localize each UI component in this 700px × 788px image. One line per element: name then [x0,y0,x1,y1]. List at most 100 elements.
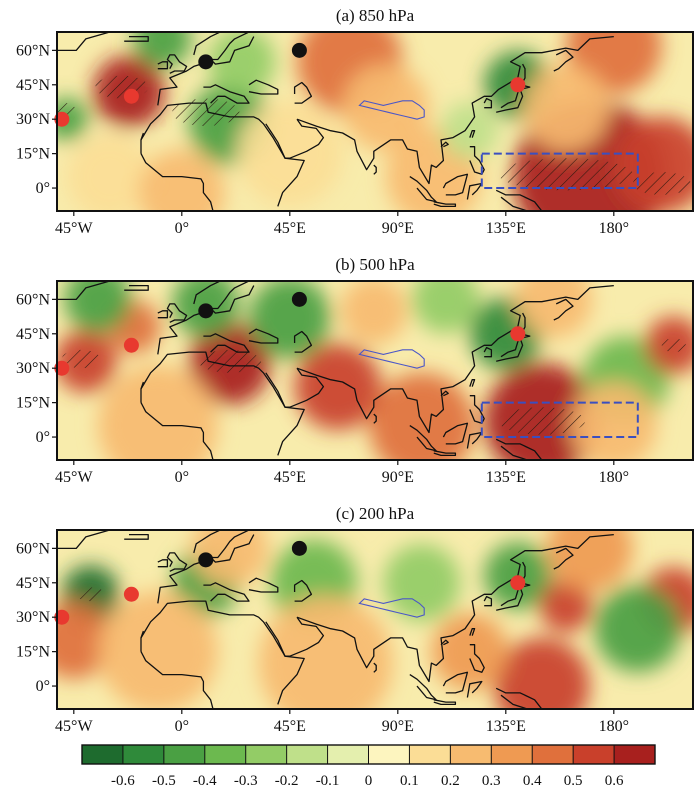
field-blob [522,64,609,152]
coastline-gulfguinea [140,153,214,211]
coastline-black [248,79,279,95]
significance-hatch [498,407,585,435]
coastline-scandinavia [193,32,251,61]
colorbar-tick-label: -0.1 [316,773,340,788]
coastline-sakhalin [522,561,526,581]
x-tick-label: 90°E [382,220,414,237]
coastline-java [433,699,457,706]
y-tick-label: 60°N [16,540,50,557]
coastline-caspian [293,81,313,104]
coastline-taiwan [469,130,476,138]
black-dot-2 [291,42,307,58]
panel-c: 45°W 0° 45°E 90°E 135°E 180° 60°N 45°N 30°N 15°N 0… [16,529,694,735]
colorbar-swatch [122,745,165,764]
coastline-korea [483,97,493,109]
focus-region-box [480,152,639,190]
field-blob [249,281,331,359]
significance-hatch [198,349,261,373]
field-blob [369,372,475,460]
red-dot-3 [510,575,526,591]
panel-a-coastlines [57,32,614,211]
x-tick-label: 180° [599,220,629,237]
coastline-ireland [157,559,169,568]
field-blob [412,281,480,334]
significance-hatch [172,98,240,127]
coastline-hainan [440,390,449,397]
coastline-java [433,450,457,457]
field-blobs [57,281,693,460]
field-blob [258,595,393,709]
coastline-japan [496,582,531,611]
coastline-kamchatka [553,298,574,321]
red-dot-2 [123,88,139,104]
field-blob [66,133,153,211]
significance-hatch [95,75,149,99]
field-blob [133,32,192,68]
coastline-arabia [265,616,325,657]
x-tick-label: 0° [175,718,189,735]
coastline-japan [496,84,531,113]
significance-hatch [661,338,686,353]
field-blob [191,530,269,587]
coastline-sakhalin [522,312,526,332]
colorbar-tick-label: 0.4 [523,773,542,788]
coastline-greenland [57,32,113,52]
panel-c-axes: 45°W 0° 45°E 90°E 135°E 180° 60°N 45°N 30°N 15°N 0… [16,529,694,735]
coastline-caspian [293,330,313,353]
coastline-philippines [469,395,485,424]
field-blob [97,591,218,709]
coastline-gulfguinea [140,402,214,460]
colorbar-tick-label: -0.3 [234,773,258,788]
tibetan-plateau-outline [358,598,425,618]
coastline-srilanka [373,413,377,424]
coastline-ireland [157,61,169,70]
coastline-korea [483,595,493,607]
panel-c-overlays [54,540,526,625]
coastline-borneo [442,671,469,694]
x-tick-label: 45°W [55,469,93,486]
y-tick-label: 0° [36,678,50,695]
panel-b-heat [57,281,693,460]
panel-a-field [57,32,693,211]
panel-b-field [57,281,693,460]
panel-b-overlays [54,291,639,439]
x-tick-label: 45°E [274,718,306,735]
colorbar-swatch [532,745,574,764]
y-tick-label: 0° [36,180,50,197]
coastline-greenland [57,530,113,550]
coastline-taiwan [469,628,476,636]
field-blob [236,100,343,207]
y-tick-label: 15°N [16,644,50,661]
coastline-asia [296,533,614,683]
colorbar-tick-label: 0.5 [564,773,583,788]
x-tick-label: 0° [175,220,189,237]
y-tick-label: 15°N [16,146,50,163]
coastline-arabia [265,118,325,159]
coastline-med [203,582,250,602]
y-tick-label: 60°N [16,291,50,308]
black-dot-1 [198,552,214,568]
panel-c-heat [57,530,693,709]
coastline-newguinea [495,189,543,211]
colorbar-swatch [573,745,615,764]
coastline-britain [166,552,188,572]
coastline-caspian [293,579,313,602]
field-blob [441,101,499,160]
red-dot-2 [123,337,139,353]
coastline-scandinavia [193,281,251,310]
coastline-scandinavia [193,530,251,559]
colorbar-swatch [245,745,288,764]
field-blob [493,637,590,709]
black-dot-2 [291,291,307,307]
black-dot-1 [198,303,214,319]
colorbar-swatch [491,745,533,764]
colorbar-swatch [204,745,247,764]
x-tick-label: 180° [599,718,629,735]
colorbar-swatch [82,745,124,764]
coastline-taiwan [469,379,476,387]
field-blob [97,365,218,460]
colorbar-tick-label: -0.6 [111,773,135,788]
x-tick-label: 135°E [486,469,526,486]
coastline-africa [140,600,305,705]
colorbar-tick-label: 0.3 [482,773,501,788]
